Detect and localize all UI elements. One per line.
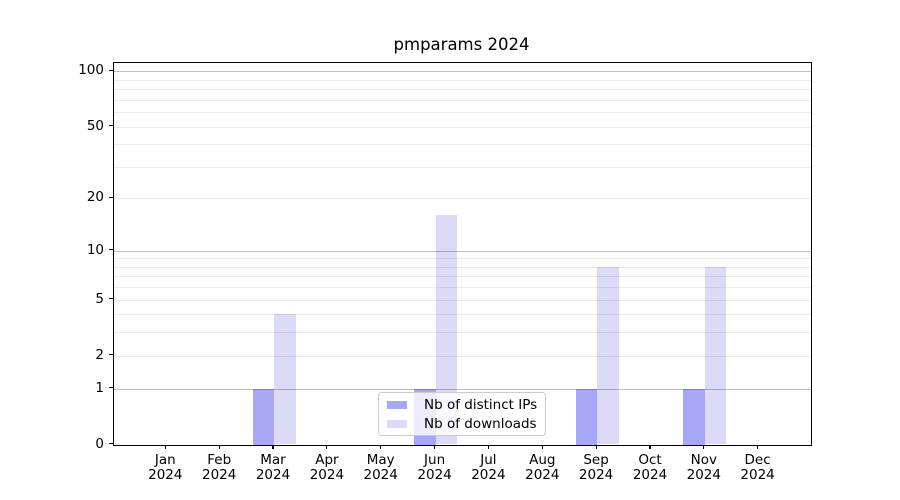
bar-distinct-ips-sep [575, 388, 598, 445]
bar-downloads-mar [274, 314, 296, 445]
x-tick-label-aug: Aug 2024 [512, 452, 572, 484]
x-tickmark-jan [164, 444, 166, 449]
bar-downloads-nov [704, 266, 727, 445]
y-tickmark-0 [108, 442, 113, 445]
bar-distinct-ips-nov [683, 388, 705, 445]
x-tick-label-apr: Apr 2024 [297, 452, 357, 484]
x-tickmark-apr [326, 444, 328, 449]
x-tick-year: 2024 [202, 467, 237, 483]
x-tick-label-jan: Jan 2024 [135, 452, 195, 484]
x-tickmark-sep [595, 444, 597, 449]
gridline-y-6 [114, 287, 811, 289]
gridline-y-40 [114, 144, 811, 146]
gridline-y-4 [114, 314, 811, 316]
x-tickmark-jul [487, 444, 489, 449]
legend: Nb of distinct IPs Nb of downloads [378, 392, 546, 436]
x-tick-label-nov: Nov 2024 [674, 452, 734, 484]
y-tickmark-100 [108, 69, 113, 71]
gridline-y-10 [114, 250, 811, 252]
gridline-y-50 [114, 126, 811, 128]
gridline-y-3 [114, 332, 811, 334]
x-tick-year: 2024 [309, 467, 345, 483]
x-tick-year: 2024 [632, 467, 668, 483]
x-tickmark-nov [703, 444, 705, 449]
gridline-y-5 [114, 299, 811, 301]
x-tick-label-dec: Dec 2024 [728, 452, 788, 484]
x-tickmark-mar [272, 444, 274, 449]
x-tickmark-jun [433, 444, 436, 449]
y-tick-label-1: 1 [95, 379, 104, 396]
x-tickmark-aug [541, 444, 543, 449]
gridline-y-7 [114, 276, 811, 278]
legend-item-downloads: Nb of downloads [387, 416, 539, 432]
y-tick-label-50: 50 [86, 117, 104, 134]
gridline-y-90 [114, 79, 811, 81]
y-tick-label-100: 100 [78, 62, 104, 79]
plot-area [113, 62, 812, 446]
x-tick-year: 2024 [363, 467, 398, 483]
x-tick-year: 2024 [525, 467, 560, 483]
y-tickmark-1 [108, 386, 113, 389]
y-tickmark-2 [108, 354, 113, 356]
y-tick-label-2: 2 [95, 346, 104, 363]
x-tick-year: 2024 [417, 467, 452, 483]
gridline-y-30 [114, 166, 811, 168]
y-tickmark-20 [108, 196, 113, 198]
x-tick-label-feb: Feb 2024 [189, 452, 249, 484]
x-tick-label-jun: Jun 2024 [405, 452, 465, 484]
bar-downloads-sep [597, 266, 619, 445]
chart-title: pmparams 2024 [393, 35, 530, 54]
legend-label-distinct-ips: Nb of distinct IPs [424, 396, 538, 413]
gridline-y-100 [114, 71, 811, 73]
legend-swatch-distinct-ips [387, 400, 407, 409]
gridline-y-60 [114, 112, 811, 114]
legend-label-downloads: Nb of downloads [424, 415, 537, 432]
y-tick-label-10: 10 [86, 241, 104, 258]
y-tickmark-10 [108, 249, 113, 251]
bar-distinct-ips-mar [252, 388, 274, 445]
y-tickmark-50 [108, 125, 113, 127]
x-tick-label-may: May 2024 [351, 452, 411, 484]
x-tickmark-oct [649, 444, 651, 449]
gridline-y-8 [114, 266, 811, 268]
x-tick-year: 2024 [255, 467, 291, 483]
gridline-y-1 [114, 388, 811, 390]
x-tick-year: 2024 [686, 467, 721, 483]
y-tick-label-5: 5 [95, 290, 104, 307]
x-tickmark-dec [757, 444, 759, 449]
x-tickmark-may [380, 444, 382, 449]
x-tick-label-mar: Mar 2024 [243, 452, 303, 484]
x-tick-label-jul: Jul 2024 [458, 452, 518, 484]
x-tick-year: 2024 [471, 467, 506, 483]
gridline-y-9 [114, 258, 811, 260]
y-tick-label-20: 20 [86, 189, 104, 206]
x-tick-label-sep: Sep 2024 [566, 452, 626, 484]
x-tick-year: 2024 [148, 467, 183, 483]
bar-downloads-jun [435, 215, 458, 445]
x-tick-year: 2024 [740, 467, 775, 483]
legend-swatch-downloads [387, 419, 407, 428]
gridline-y-70 [114, 99, 811, 101]
y-tickmark-5 [108, 298, 113, 300]
x-tick-year: 2024 [578, 467, 614, 483]
gridline-y-80 [114, 89, 811, 91]
gridline-y-2 [114, 355, 811, 357]
legend-item-distinct-ips: Nb of distinct IPs [387, 397, 539, 413]
y-tick-label-0: 0 [95, 435, 104, 452]
gridline-y-20 [114, 198, 811, 200]
x-tickmark-feb [218, 444, 220, 449]
x-tick-label-oct: Oct 2024 [620, 452, 680, 484]
